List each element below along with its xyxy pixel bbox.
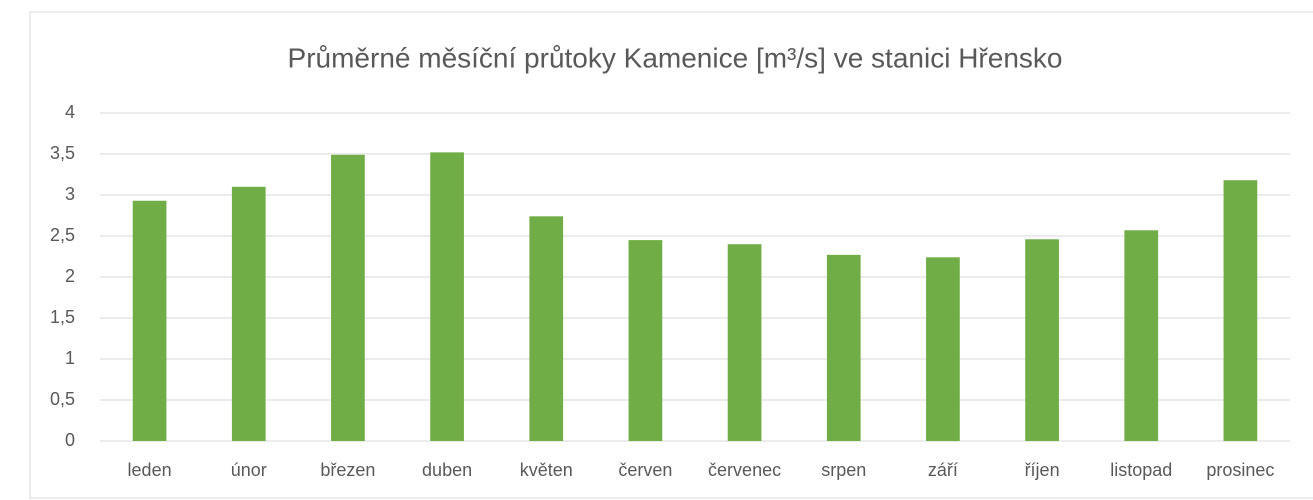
- x-tick-label: listopad: [1110, 460, 1172, 480]
- bar: [529, 216, 564, 441]
- chart-frame: [29, 11, 1313, 499]
- bar: [628, 240, 663, 441]
- y-tick-label: 1,5: [50, 307, 75, 327]
- bar: [826, 254, 861, 441]
- x-tick-label: březen: [320, 460, 375, 480]
- bar: [231, 186, 266, 441]
- bar: [926, 257, 960, 441]
- bar: [430, 152, 464, 442]
- bar: [1025, 239, 1059, 441]
- y-tick-label: 3: [65, 184, 75, 204]
- y-tick-label: 3,5: [50, 143, 75, 163]
- x-tick-label: červen: [618, 460, 672, 480]
- y-tick-label: 0,5: [50, 389, 75, 409]
- chart-title: Průměrné měsíční průtoky Kamenice [m³/s]…: [288, 42, 1063, 73]
- x-tick-label: říjen: [1025, 460, 1060, 480]
- y-tick-label: 2,5: [50, 225, 75, 245]
- x-tick-label: prosinec: [1206, 460, 1274, 480]
- x-tick-label: červenec: [708, 460, 781, 480]
- bar: [727, 244, 762, 441]
- bar: [331, 154, 365, 441]
- x-tick-label: únor: [231, 460, 267, 480]
- y-tick-label: 0: [65, 430, 75, 450]
- x-tick-label: srpen: [821, 460, 866, 480]
- bar: [132, 200, 167, 441]
- bar: [1223, 180, 1258, 442]
- x-tick-label: leden: [128, 460, 172, 480]
- bar: [1124, 230, 1159, 441]
- x-tick-label: květen: [520, 460, 573, 480]
- x-tick-label: září: [928, 460, 958, 480]
- y-tick-label: 1: [65, 348, 75, 368]
- x-tick-label: duben: [422, 460, 472, 480]
- y-tick-label: 4: [65, 102, 75, 122]
- y-tick-label: 2: [65, 266, 75, 286]
